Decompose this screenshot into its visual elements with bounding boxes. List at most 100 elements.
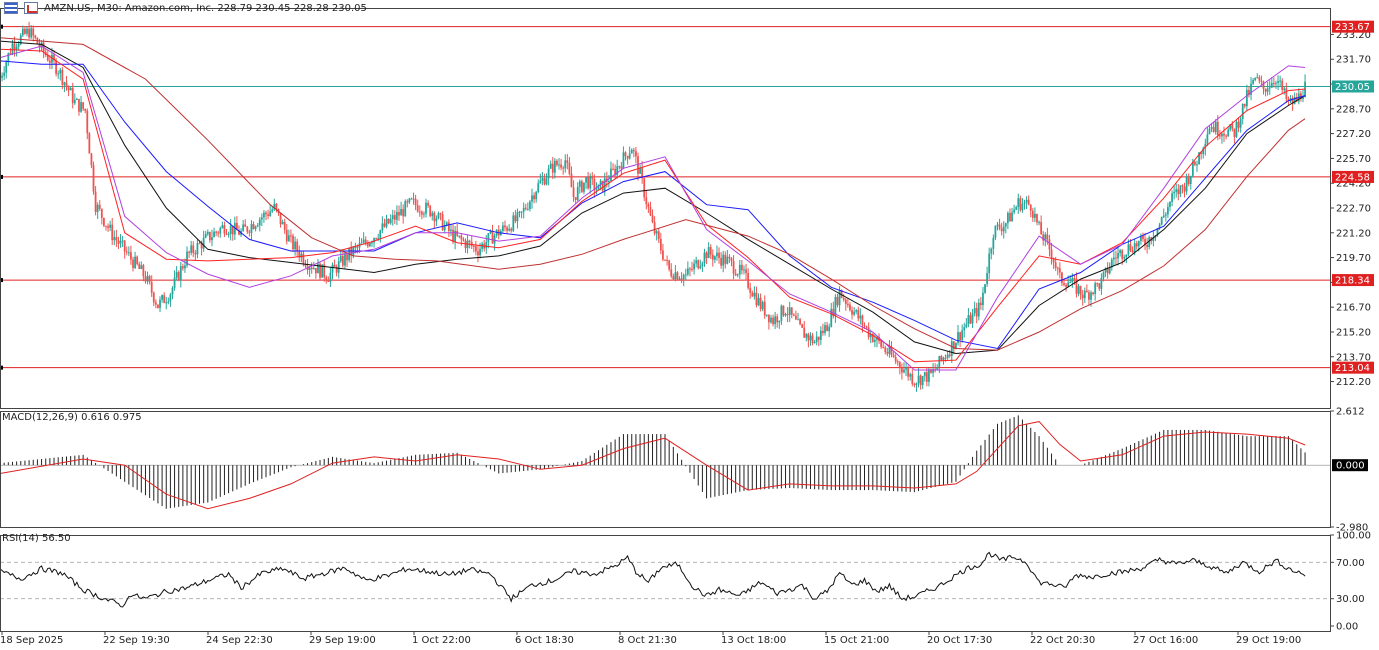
candle-body	[907, 368, 910, 377]
candle-body	[728, 256, 731, 259]
candle-body	[472, 245, 475, 247]
candle-body	[975, 308, 978, 317]
candle-body	[556, 160, 558, 166]
candle-body	[67, 86, 70, 91]
candle-body	[1054, 262, 1057, 268]
candle-body	[1092, 292, 1094, 295]
candle-body	[1241, 103, 1244, 119]
level-marker-2	[0, 278, 3, 283]
candle-body	[568, 162, 571, 174]
candle-body	[1040, 222, 1043, 235]
candle-body	[1239, 118, 1242, 128]
candle-body	[1052, 258, 1055, 263]
level-price-tag-bg	[1332, 274, 1374, 287]
candle-body	[468, 240, 471, 243]
candle-body	[518, 211, 521, 213]
candle-body	[1300, 93, 1302, 99]
candle-body	[271, 209, 274, 212]
panel-frame-0	[0, 8, 1331, 409]
candle-body	[1283, 88, 1286, 91]
candle-body	[1231, 124, 1234, 129]
current-price-tag-bg	[1332, 80, 1374, 93]
candle-body	[890, 346, 893, 356]
candle-body	[583, 182, 585, 192]
time-label: 13 Oct 18:00	[721, 635, 786, 646]
candle-body	[1200, 152, 1203, 154]
candle-body	[125, 251, 128, 253]
candle-body	[34, 35, 37, 38]
candle-body	[722, 254, 725, 266]
candle-body	[167, 301, 170, 303]
candle-body	[745, 269, 747, 274]
candle-body	[71, 88, 74, 104]
candle-body	[491, 230, 494, 244]
candle-body	[732, 260, 735, 274]
candle-body	[888, 346, 891, 354]
candle-body	[300, 253, 303, 258]
candle-body	[819, 330, 822, 340]
candle-body	[597, 184, 600, 190]
candle-body	[709, 247, 712, 255]
candle-body	[84, 108, 87, 111]
candle-body	[462, 239, 465, 241]
level-price-tag: 218.34	[1335, 276, 1370, 287]
candle-body	[327, 280, 330, 282]
candle-body	[400, 209, 402, 216]
candle-body	[705, 252, 708, 259]
candle-body	[763, 301, 766, 316]
chart-type-icon[interactable]	[24, 2, 38, 14]
candle-body	[408, 198, 411, 203]
candle-body	[1025, 199, 1028, 203]
candle-body	[840, 289, 843, 298]
candle-body	[437, 213, 440, 219]
candle-body	[1031, 210, 1034, 218]
candle-body	[119, 240, 122, 244]
price-tick-label: 221.20	[1336, 228, 1371, 239]
candle-body	[1000, 228, 1003, 232]
candle-body	[790, 307, 793, 315]
chart-title: AMZN.US, M30: Amazon.com, Inc. 228.79 23…	[4, 2, 367, 14]
time-axis: 18 Sep 2025 22 Sep 19:30 24 Sep 22:30 29 Se…	[0, 631, 1301, 646]
candle-body	[1152, 237, 1155, 242]
candle-body	[489, 230, 492, 234]
candle-body	[1125, 254, 1128, 258]
candle-body	[589, 176, 592, 189]
candle-body	[82, 102, 85, 109]
candle-body	[420, 211, 423, 215]
candle-body	[217, 232, 220, 234]
candle-body	[639, 167, 641, 174]
candle-body	[917, 375, 920, 384]
candle-body	[1237, 121, 1240, 128]
candle-body	[310, 267, 313, 270]
candle-body	[1104, 267, 1107, 273]
candle-body	[1256, 77, 1259, 79]
candle-body	[1019, 198, 1022, 211]
candle-body	[364, 239, 367, 243]
candle-body	[657, 231, 660, 240]
candle-body	[314, 268, 317, 274]
candle-body	[144, 276, 147, 282]
chart-menu-icon[interactable]	[4, 2, 18, 14]
candle-body	[1015, 207, 1018, 210]
candle-body	[545, 178, 548, 185]
candle-body	[256, 225, 259, 227]
candle-body	[873, 339, 876, 342]
candle-body	[51, 54, 53, 63]
price-tick-label: 225.70	[1336, 154, 1371, 165]
candle-body	[369, 243, 371, 247]
time-label: 24 Sep 22:30	[206, 635, 273, 646]
candle-body	[258, 219, 261, 226]
candle-body	[9, 53, 12, 55]
candle-body	[1088, 292, 1090, 300]
candle-body	[1061, 272, 1063, 284]
candle-body	[285, 229, 288, 242]
candle-body	[296, 241, 299, 252]
level-price-tag-bg	[1332, 170, 1374, 183]
rsi-tick-label: 0.00	[1336, 622, 1358, 633]
candle-body	[294, 241, 296, 250]
candle-body	[676, 272, 679, 280]
time-label: 15 Oct 21:00	[824, 635, 889, 646]
candle-body	[961, 330, 964, 340]
candle-body	[1083, 290, 1086, 299]
candle-body	[664, 259, 666, 261]
